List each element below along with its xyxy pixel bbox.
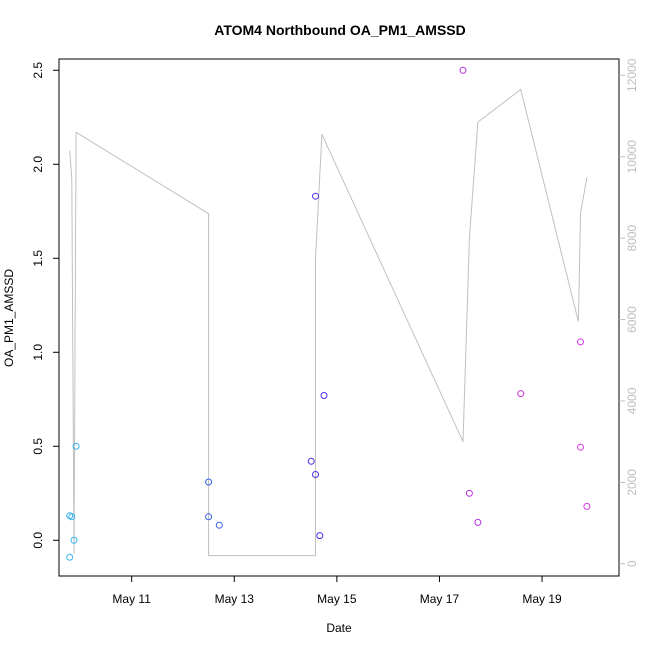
- data-point: [66, 553, 74, 561]
- y-tick-label: 0.0: [31, 532, 45, 549]
- data-point: [205, 478, 213, 486]
- x-tick-label: May 17: [420, 592, 460, 606]
- points-layer: [66, 66, 591, 561]
- data-point: [205, 513, 213, 521]
- line-layer: [69, 88, 588, 557]
- x-tick-label: May 15: [317, 592, 357, 606]
- right-axis-series-line: [69, 88, 588, 557]
- data-point: [215, 521, 223, 529]
- y-tick-label: 0.5: [31, 438, 45, 455]
- x-tick-label: May 11: [112, 592, 151, 606]
- data-point: [474, 518, 482, 526]
- data-point: [577, 338, 584, 346]
- y-tick-label: 1.0: [31, 344, 45, 361]
- data-point: [312, 471, 319, 478]
- y2-tick-label: 12000: [625, 58, 639, 92]
- y2-axis: 0 2000 4000 6000 8000 10000 12000: [619, 58, 639, 567]
- y2-tick-label: 0: [625, 560, 639, 567]
- data-point: [583, 502, 591, 510]
- data-point: [312, 192, 319, 200]
- data-point: [68, 513, 76, 521]
- y-tick-label: 2.0: [31, 156, 45, 173]
- y2-tick-label: 10000: [625, 140, 639, 174]
- x-tick-label: May 13: [215, 592, 255, 606]
- plot-frame: [58, 58, 620, 577]
- y-tick-label: 2.5: [31, 62, 45, 79]
- y-axis-label: OA_PM1_AMSSD: [2, 269, 16, 367]
- y-tick-label: 1.5: [31, 250, 45, 267]
- y2-tick-label: 6000: [625, 306, 639, 333]
- y2-tick-label: 8000: [625, 224, 639, 251]
- data-point: [577, 443, 584, 451]
- data-point: [517, 390, 525, 398]
- x-axis: May 11 May 13 May 15 May 17 May 19: [112, 576, 562, 606]
- data-point: [70, 536, 78, 544]
- y-axis: 0.0 0.5 1.0 1.5 2.0 2.5: [31, 62, 59, 549]
- data-point: [72, 442, 80, 450]
- data-point: [307, 457, 315, 465]
- chart-title: ATOM4 Northbound OA_PM1_AMSSD: [214, 22, 466, 38]
- data-point: [465, 489, 473, 497]
- x-tick-label: May 19: [522, 592, 562, 606]
- x-axis-label: Date: [326, 621, 352, 635]
- y2-tick-label: 2000: [625, 469, 639, 496]
- data-point: [316, 532, 324, 540]
- data-point: [459, 66, 467, 74]
- y2-tick-label: 4000: [625, 387, 639, 414]
- data-point: [320, 392, 328, 399]
